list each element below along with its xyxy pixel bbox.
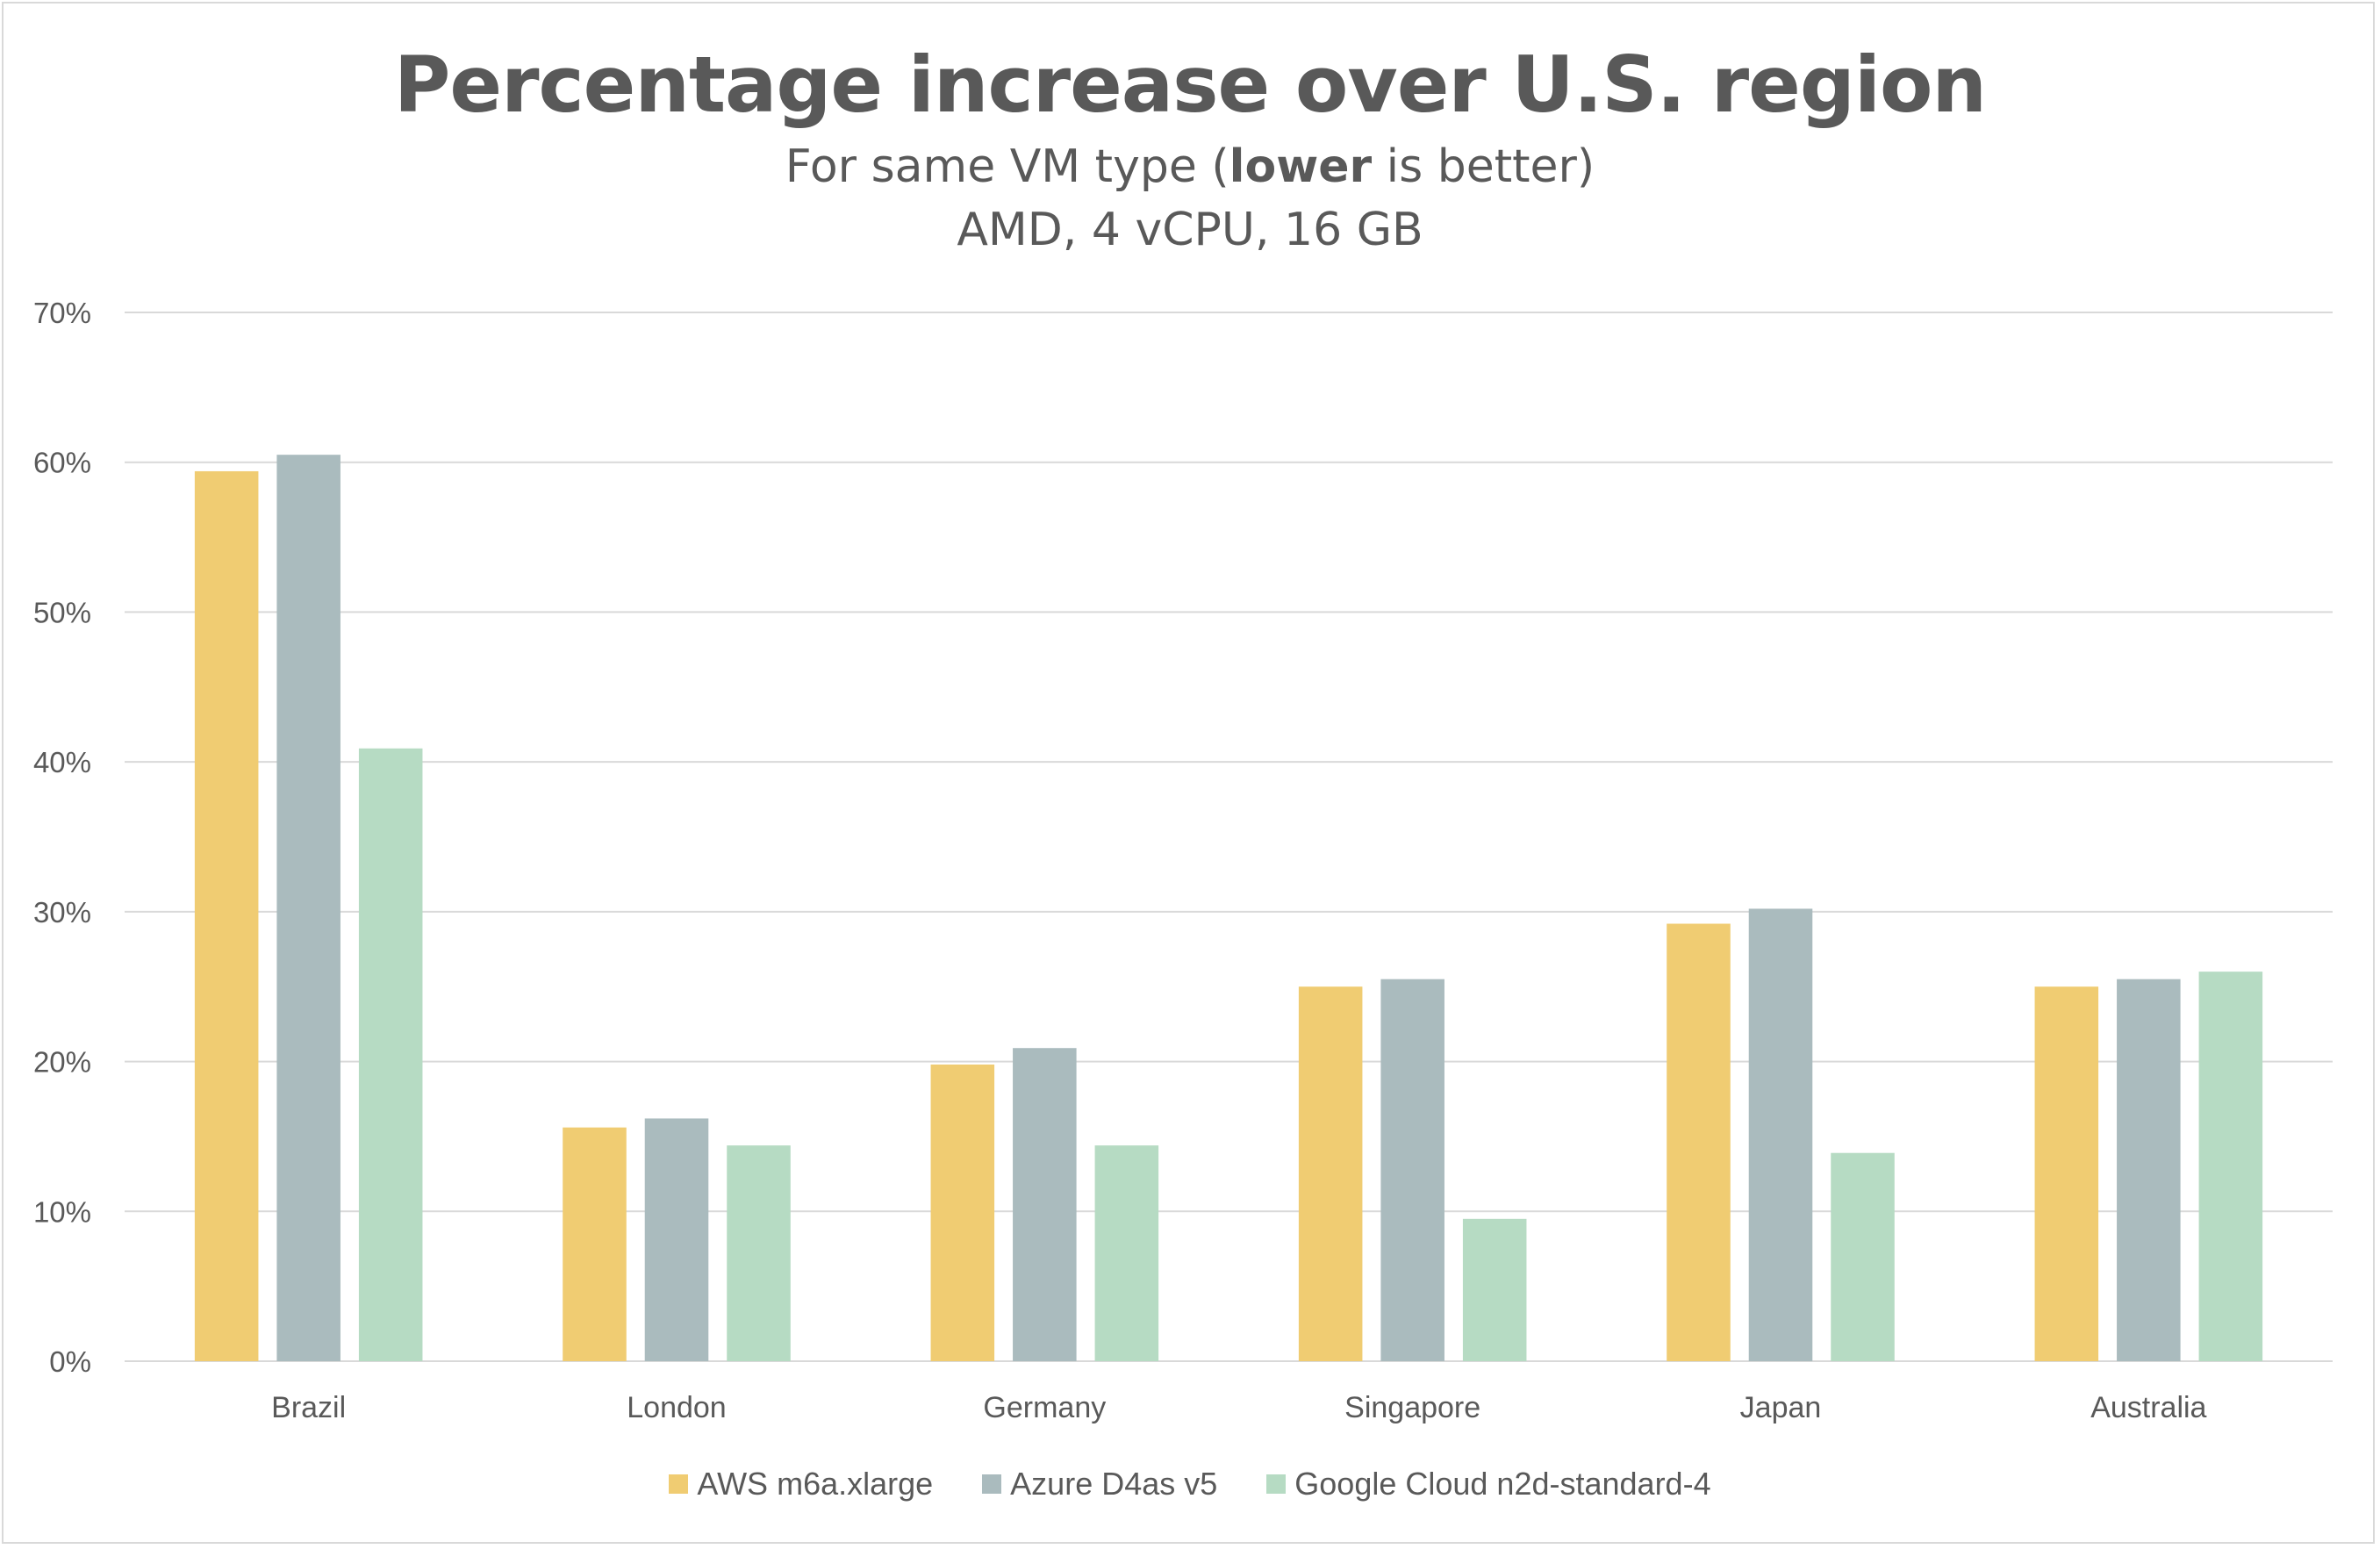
bar (930, 1064, 995, 1361)
x-tick-label: London (627, 1391, 726, 1424)
bar (2198, 972, 2263, 1361)
bar (2117, 979, 2181, 1361)
bar (276, 455, 341, 1361)
bar (194, 470, 259, 1361)
bar (358, 748, 423, 1361)
legend-label: Azure D4as v5 (1010, 1466, 1218, 1502)
legend-label: Google Cloud n2d-standard-4 (1294, 1466, 1711, 1502)
x-tick-label: Singapore (1344, 1391, 1480, 1424)
y-tick-label: 20% (33, 1046, 91, 1079)
y-tick-label: 0% (49, 1345, 91, 1378)
x-tick-label: Germany (983, 1391, 1106, 1424)
bar (1094, 1145, 1159, 1361)
subtitle-part: is better) (1372, 140, 1595, 193)
y-tick-label: 30% (33, 896, 91, 929)
y-tick-label: 40% (33, 746, 91, 778)
bar (1831, 1152, 1895, 1361)
bar (1298, 986, 1363, 1361)
bar (727, 1145, 791, 1361)
legend-label: AWS m6a.xlarge (697, 1466, 934, 1502)
bar (1667, 923, 1731, 1361)
chart-subtitle-2: AMD, 4 vCPU, 16 GB (957, 204, 1423, 256)
legend-item: AWS m6a.xlarge (669, 1466, 933, 1502)
legend-swatch (669, 1474, 689, 1494)
y-tick-label: 60% (33, 447, 91, 479)
chart-subtitle: For same VM type (lower is better) (0, 140, 2380, 193)
legend-item: Google Cloud n2d-standard-4 (1266, 1466, 1711, 1502)
chart-title: Percentage increase over U.S. region (393, 39, 1987, 130)
bar (1462, 1218, 1527, 1361)
bar (2034, 986, 2099, 1361)
x-tick-label: Brazil (271, 1391, 346, 1424)
x-tick-label: Japan (1740, 1391, 1822, 1424)
x-tick-label: Australia (2090, 1391, 2206, 1424)
legend-swatch (1266, 1474, 1287, 1494)
bar (1748, 908, 1813, 1361)
y-tick-label: 70% (33, 297, 91, 329)
legend-item: Azure D4as v5 (982, 1466, 1217, 1502)
bar (644, 1118, 709, 1361)
bar (563, 1127, 627, 1361)
y-tick-label: 50% (33, 596, 91, 628)
bar (1380, 979, 1444, 1361)
bar (1013, 1048, 1077, 1361)
subtitle-bold: lower (1229, 140, 1373, 193)
legend: AWS m6a.xlarge Azure D4as v5 Google Clou… (0, 1466, 2380, 1502)
legend-swatch (982, 1474, 1002, 1494)
y-tick-label: 10% (33, 1195, 91, 1228)
subtitle-part: For same VM type ( (785, 140, 1229, 193)
